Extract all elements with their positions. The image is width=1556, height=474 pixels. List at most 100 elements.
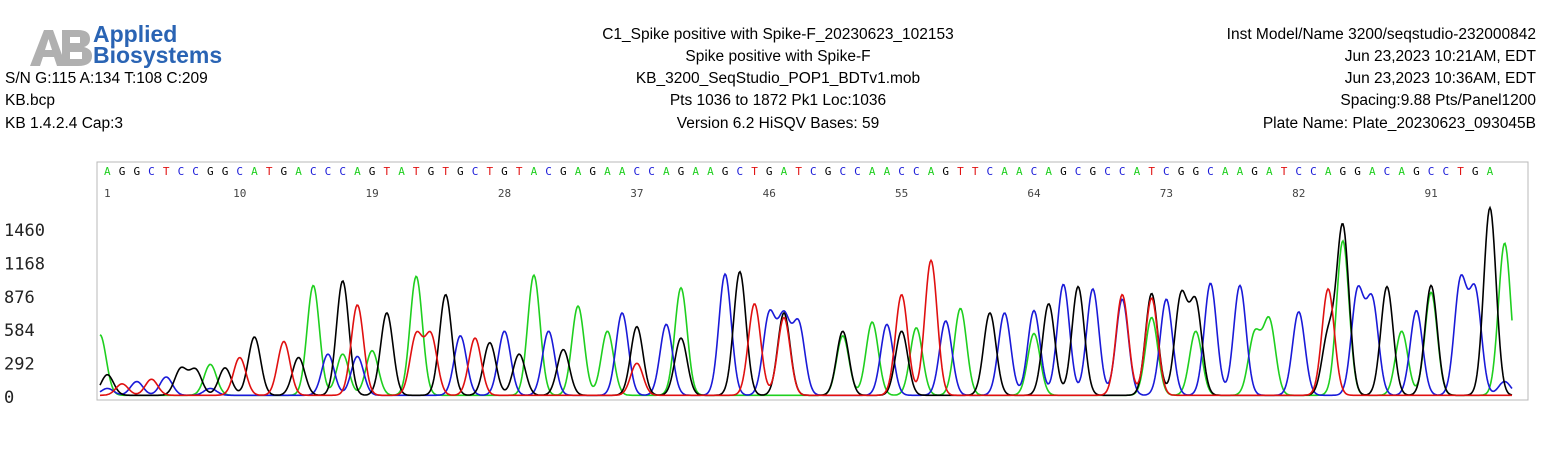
base-position-label: 1 (104, 187, 111, 200)
instrument-name: Inst Model/Name 3200/seqstudio-232000842 (1226, 26, 1536, 43)
trace-A (99, 239, 1513, 397)
base-call-54: A (884, 165, 891, 178)
base-call-69: C (1104, 165, 1111, 178)
base-call-49: C (810, 165, 817, 178)
base-call-71: A (1134, 165, 1141, 178)
base-call-48: T (795, 165, 802, 178)
base-call-43: G (722, 165, 729, 178)
base-call-30: A (531, 165, 538, 178)
base-call-15: C (310, 165, 317, 178)
base-call-9: G (222, 165, 229, 178)
plate-name: Plate Name: Plate_20230623_093045B (1262, 115, 1536, 132)
base-call-14: A (295, 165, 302, 178)
applied-biosystems-logo (30, 30, 92, 66)
base-call-1: A (104, 165, 111, 178)
base-call-16: C (325, 165, 332, 178)
base-call-24: T (442, 165, 449, 178)
y-tick-label: 584 (4, 321, 35, 341)
base-call-83: C (1310, 165, 1317, 178)
base-position-label: 82 (1292, 187, 1305, 200)
base-call-76: C (1207, 165, 1214, 178)
base-call-52: C (854, 165, 861, 178)
basecaller-version: KB 1.4.2.4 Cap:3 (5, 115, 124, 132)
base-call-50: G (825, 165, 832, 178)
base-call-89: A (1398, 165, 1405, 178)
base-call-80: A (1266, 165, 1273, 178)
base-call-66: G (1060, 165, 1067, 178)
trace-group (99, 205, 1513, 397)
base-call-56: C (913, 165, 920, 178)
base-call-44: C (737, 165, 744, 178)
base-call-28: G (501, 165, 508, 178)
base-call-53: A (869, 165, 876, 178)
mobility-file: KB_3200_SeqStudio_POP1_BDTv1.mob (635, 70, 921, 87)
base-call-32: G (560, 165, 567, 178)
base-call-40: G (678, 165, 685, 178)
base-call-42: A (707, 165, 714, 178)
base-call-5: T (163, 165, 170, 178)
base-call-7: C (192, 165, 199, 178)
base-call-88: C (1384, 165, 1391, 178)
base-call-91: C (1428, 165, 1435, 178)
base-call-25: G (457, 165, 464, 178)
base-call-27: T (486, 165, 493, 178)
base-call-47: A (781, 165, 788, 178)
base-position-label: 37 (630, 187, 643, 200)
y-axis-ticks: 0 292 584 876 1168 1460 (4, 221, 45, 408)
base-call-61: C (987, 165, 994, 178)
version-info: Version 6.2 HiSQV Bases: 59 (676, 115, 880, 132)
base-call-38: C (648, 165, 655, 178)
y-tick-label: 876 (4, 288, 35, 308)
base-call-57: A (928, 165, 935, 178)
base-call-8: G (207, 165, 214, 178)
base-call-18: A (354, 165, 361, 178)
base-call-95: A (1487, 165, 1494, 178)
base-position-label: 19 (365, 187, 378, 200)
y-tick-label: 0 (4, 388, 14, 408)
spacing-info: Spacing:9.88 Pts/Panel1200 (1340, 92, 1536, 109)
base-call-23: G (428, 165, 435, 178)
y-tick-label: 1168 (4, 254, 45, 274)
base-call-11: A (251, 165, 258, 178)
base-call-77: A (1222, 165, 1229, 178)
base-call-70: C (1119, 165, 1126, 178)
base-call-55: C (898, 165, 905, 178)
points-info: Pts 1036 to 1872 Pk1 Loc:1036 (669, 92, 887, 109)
logo-line-2: Biosystems (93, 42, 223, 68)
run-end-date: Jun 23,2023 10:36AM, EDT (1344, 70, 1536, 87)
plot-frame (96, 161, 1529, 401)
base-call-35: A (604, 165, 611, 178)
base-call-37: C (634, 165, 641, 178)
base-call-26: C (472, 165, 479, 178)
base-call-78: A (1237, 165, 1244, 178)
base-call-63: A (1016, 165, 1023, 178)
base-call-87: A (1369, 165, 1376, 178)
base-call-41: A (692, 165, 699, 178)
base-call-72: T (1148, 165, 1155, 178)
ab-monogram-icon (30, 30, 92, 66)
base-call-86: G (1354, 165, 1361, 178)
run-start-date: Jun 23,2023 10:21AM, EDT (1344, 48, 1536, 65)
base-call-93: T (1457, 165, 1464, 178)
basecaller-file: KB.bcp (5, 92, 55, 109)
base-call-6: C (178, 165, 185, 178)
base-position-label: 91 (1424, 187, 1437, 200)
base-call-17: C (339, 165, 346, 178)
base-call-21: A (398, 165, 405, 178)
base-call-74: G (1178, 165, 1185, 178)
base-call-46: G (766, 165, 773, 178)
base-call-20: T (384, 165, 391, 178)
trace-T (100, 258, 1512, 397)
base-call-64: C (1031, 165, 1038, 178)
trace-G (99, 205, 1513, 397)
base-call-81: T (1281, 165, 1288, 178)
base-call-75: G (1192, 165, 1199, 178)
base-call-65: A (1045, 165, 1052, 178)
base-call-85: G (1340, 165, 1347, 178)
base-call-36: A (619, 165, 626, 178)
base-call-94: G (1472, 165, 1479, 178)
base-position-label: 28 (498, 187, 511, 200)
base-call-82: C (1295, 165, 1302, 178)
base-position-label: 64 (1027, 187, 1041, 200)
base-call-67: C (1075, 165, 1082, 178)
